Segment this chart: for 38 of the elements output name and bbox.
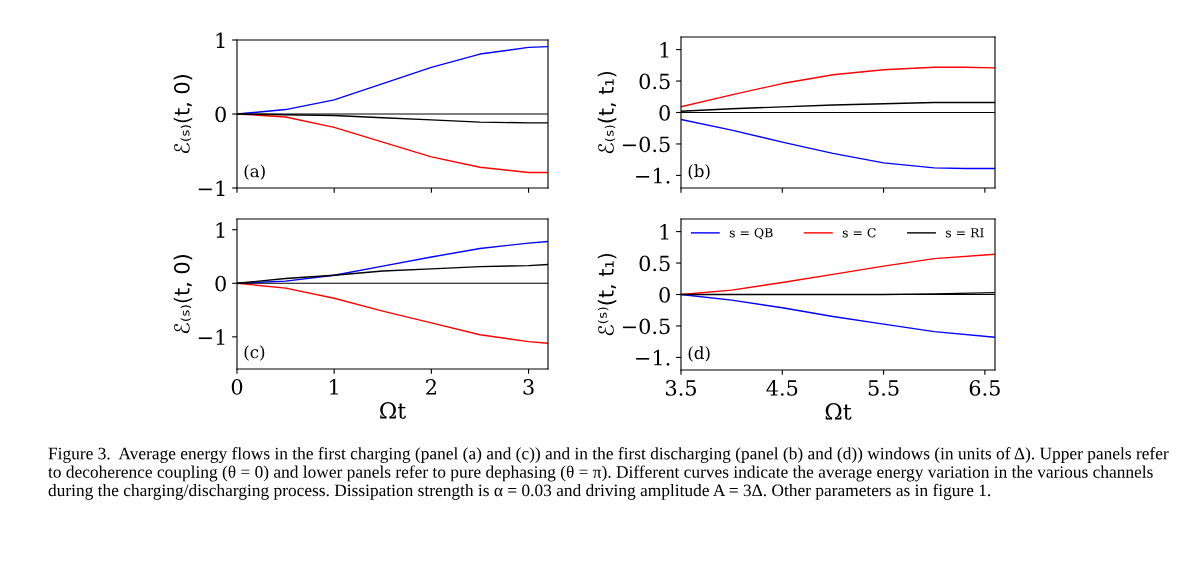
x-axis-title: Ωt xyxy=(380,402,406,419)
legend-label: s = QB xyxy=(729,227,773,240)
x-tick-label: 0 xyxy=(231,379,243,395)
y-tick-label: 1 xyxy=(216,222,225,238)
y-tick-label: 0.5 xyxy=(639,255,670,272)
y-tick-label: 1 xyxy=(660,224,669,240)
x-tick-label: 3 xyxy=(523,379,534,395)
x-tick-label: 3.5 xyxy=(666,380,696,396)
y-tick-label: −0.5 xyxy=(622,318,670,335)
y-tick-label: 0 xyxy=(215,106,226,123)
y-tick-label: 1 xyxy=(660,42,669,58)
x-tick-label: 1 xyxy=(330,379,338,395)
x-tick-label: 4.5 xyxy=(766,380,798,396)
y-axis-title: ℰ⁽ˢ⁾(t, t₁) xyxy=(597,253,617,336)
legend-label: s = RI xyxy=(945,228,984,238)
y-tick-label: 1 xyxy=(216,32,225,48)
y-axis-title: ℰ₍ₛ₎(t, 0) xyxy=(173,75,193,154)
y-tick-label: 0.5 xyxy=(639,73,670,90)
y-tick-label: −1 xyxy=(198,329,225,345)
y-tick-label: −1 xyxy=(198,180,225,196)
annotation: (c) xyxy=(244,345,265,361)
y-tick-label: 0 xyxy=(215,275,226,292)
y-axis-title: ℰ₍ₛ₎(t, t₁) xyxy=(597,71,617,154)
annotation: (d) xyxy=(688,346,710,362)
x-axis-title: Ωt xyxy=(825,403,852,420)
y-tick-label: 0 xyxy=(659,286,670,303)
legend-label: s = C xyxy=(842,227,876,238)
y-axis-title: ℰ₍ₛ₎(t, 0) xyxy=(173,255,193,334)
y-tick-label: 0 xyxy=(659,104,670,121)
annotation: (a) xyxy=(244,164,265,180)
y-tick-label: −1. xyxy=(636,349,670,366)
y-tick-label: −1. xyxy=(636,167,670,184)
x-tick-label: 5.5 xyxy=(868,380,899,396)
y-tick-label: −0.5 xyxy=(622,136,670,153)
annotation: (b) xyxy=(688,164,710,180)
x-tick-label: 6.5 xyxy=(969,380,1000,396)
caption: Figure 3. Average energy flows in the first charging (panel (a) and (c)) and in the first discharging (panel (b) and (d)) windows (in units of Δ). Upper panels refer to decoherence coupling (θ = 0) and lower panels refer to pure dephasing (θ = π). Different curves indicate the average energy variation in the various channels during the charging/discharging process. Dissipation strength is α = 0.03 and driving amplitude A = 3Δ. Other parameters as in figure 1. xyxy=(48,447,1169,500)
x-tick-label: 2 xyxy=(426,379,436,395)
